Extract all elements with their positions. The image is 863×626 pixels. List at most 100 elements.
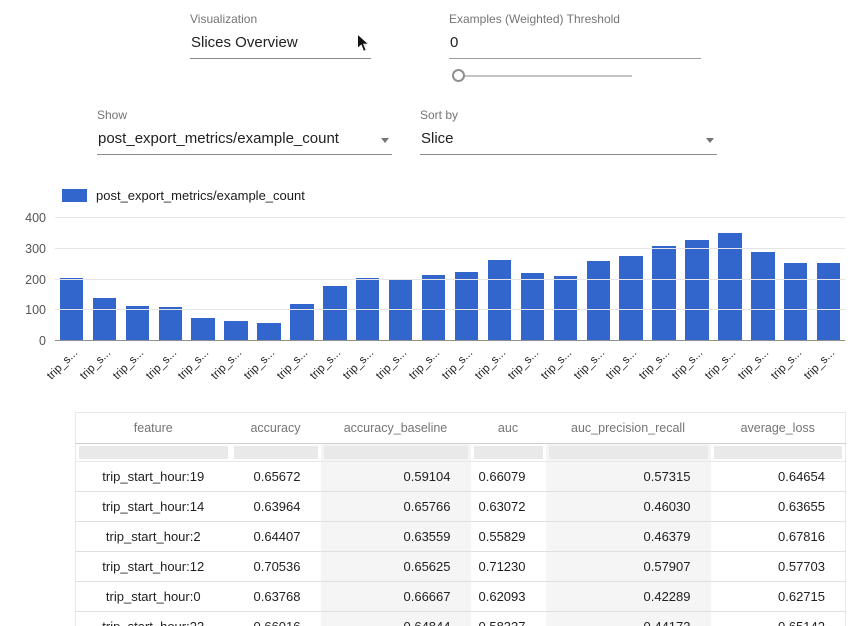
column-header-accuracy_baseline[interactable]: accuracy_baseline bbox=[320, 412, 471, 444]
y-axis-tick: 100 bbox=[25, 303, 46, 318]
metric-cell: 0.66016 bbox=[230, 611, 321, 626]
bar[interactable] bbox=[158, 307, 182, 341]
y-axis-tick: 0 bbox=[39, 334, 46, 348]
metric-cell: 0.65625 bbox=[320, 551, 471, 582]
bar[interactable] bbox=[290, 304, 314, 341]
metric-cell: 0.65672 bbox=[230, 461, 321, 492]
threshold-label: Examples (Weighted) Threshold bbox=[449, 12, 620, 26]
bar[interactable] bbox=[323, 286, 347, 341]
bar-slot bbox=[88, 218, 121, 341]
feature-cell: trip_start_hour:14 bbox=[75, 491, 231, 522]
bar-slot bbox=[285, 218, 318, 341]
bar[interactable] bbox=[784, 263, 808, 341]
bar[interactable] bbox=[191, 318, 215, 341]
bar[interactable] bbox=[520, 273, 545, 341]
metric-cell: 0.70536 bbox=[230, 551, 321, 582]
table-filter-row bbox=[75, 443, 846, 462]
legend-swatch bbox=[62, 189, 87, 202]
column-header-feature[interactable]: feature bbox=[75, 412, 231, 444]
metric-cell: 0.59104 bbox=[320, 461, 471, 492]
column-filter-input[interactable] bbox=[548, 446, 708, 459]
metric-cell: 0.46379 bbox=[545, 521, 711, 552]
metric-cell: 0.64844 bbox=[320, 611, 471, 626]
filter-cell bbox=[75, 443, 231, 462]
column-filter-input[interactable] bbox=[79, 446, 228, 459]
bar-slot bbox=[450, 218, 483, 341]
table-row: trip_start_hour:12 0.70536 0.65625 0.71230 0… bbox=[75, 551, 846, 582]
mouse-cursor-icon bbox=[357, 33, 371, 52]
column-header-auc[interactable]: auc bbox=[470, 412, 546, 444]
x-label-slot: trip_s... bbox=[802, 344, 845, 392]
show-dropdown[interactable]: post_export_metrics/example_count bbox=[97, 125, 392, 155]
column-header-accuracy[interactable]: accuracy bbox=[230, 412, 321, 444]
metric-cell: 0.67816 bbox=[710, 521, 846, 552]
slider-track[interactable] bbox=[459, 75, 632, 77]
column-filter-input[interactable] bbox=[323, 446, 468, 459]
column-header-average_loss[interactable]: average_loss bbox=[710, 412, 846, 444]
bar-slot bbox=[55, 218, 88, 341]
filter-cell bbox=[545, 443, 711, 462]
filter-cell bbox=[320, 443, 471, 462]
x-axis-labels: trip_s... trip_s... trip_s... trip_s... trip… bbox=[45, 344, 845, 392]
table-row: trip_start_hour:0 0.63768 0.66667 0.62093 0.… bbox=[75, 581, 846, 612]
bar-slot bbox=[318, 218, 351, 341]
threshold-slider[interactable] bbox=[452, 68, 632, 84]
bar-slot bbox=[220, 218, 253, 341]
table-body: trip_start_hour:19 0.65672 0.59104 0.66079 0… bbox=[75, 461, 846, 626]
bar[interactable] bbox=[619, 256, 643, 341]
bar-slot bbox=[516, 218, 549, 341]
table-row: trip_start_hour:14 0.63964 0.65766 0.63072 0… bbox=[75, 491, 846, 522]
chart-plot bbox=[55, 217, 845, 341]
chevron-down-icon[interactable] bbox=[706, 138, 714, 143]
bar[interactable] bbox=[487, 260, 512, 341]
metric-cell: 0.64407 bbox=[230, 521, 321, 552]
gridline bbox=[55, 309, 845, 311]
bar-slot bbox=[648, 218, 681, 341]
column-header-auc_precision_recall[interactable]: auc_precision_recall bbox=[545, 412, 711, 444]
column-filter-input[interactable] bbox=[233, 446, 318, 459]
show-value: post_export_metrics/example_count bbox=[98, 130, 339, 147]
bar-slot bbox=[121, 218, 154, 341]
bar[interactable] bbox=[125, 306, 149, 341]
table-row: trip_start_hour:19 0.65672 0.59104 0.66079 0… bbox=[75, 461, 846, 492]
threshold-input[interactable]: 0 bbox=[449, 29, 701, 59]
bar[interactable] bbox=[92, 298, 117, 341]
bar[interactable] bbox=[652, 246, 676, 341]
chart-legend: post_export_metrics/example_count bbox=[62, 188, 305, 203]
bars-row bbox=[55, 218, 845, 341]
metric-cell: 0.57907 bbox=[545, 551, 711, 582]
bar[interactable] bbox=[751, 252, 775, 341]
metric-cell: 0.58337 bbox=[470, 611, 546, 626]
metric-cell: 0.55829 bbox=[470, 521, 546, 552]
metric-cell: 0.66667 bbox=[320, 581, 471, 612]
bar[interactable] bbox=[718, 233, 742, 341]
metric-cell: 0.57703 bbox=[710, 551, 846, 582]
column-filter-input[interactable] bbox=[473, 446, 543, 459]
bar-slot bbox=[351, 218, 384, 341]
bar[interactable] bbox=[553, 276, 577, 341]
visualization-label: Visualization bbox=[190, 12, 258, 26]
metric-cell: 0.63768 bbox=[230, 581, 321, 612]
metric-cell: 0.65142 bbox=[710, 611, 846, 626]
bar-slot bbox=[681, 218, 714, 341]
metric-cell: 0.65766 bbox=[320, 491, 471, 522]
bar[interactable] bbox=[816, 263, 841, 341]
bar[interactable] bbox=[224, 321, 248, 341]
bar-slot bbox=[746, 218, 779, 341]
table-row: trip_start_hour:230.660160.648440.583370… bbox=[75, 611, 846, 626]
metric-cell: 0.62715 bbox=[710, 581, 846, 612]
bar[interactable] bbox=[257, 323, 281, 341]
bar[interactable] bbox=[586, 261, 610, 341]
sort-by-dropdown[interactable]: Slice bbox=[420, 125, 717, 155]
slider-knob[interactable] bbox=[452, 69, 465, 82]
bar[interactable] bbox=[421, 275, 446, 341]
metric-cell: 0.64654 bbox=[710, 461, 846, 492]
metric-cell: 0.46030 bbox=[545, 491, 711, 522]
bar[interactable] bbox=[454, 272, 479, 341]
visualization-dropdown[interactable]: Slices Overview bbox=[190, 29, 371, 59]
column-filter-input[interactable] bbox=[713, 446, 842, 459]
chevron-down-icon[interactable] bbox=[381, 138, 389, 143]
filter-cell bbox=[710, 443, 846, 462]
bar[interactable] bbox=[685, 240, 709, 341]
metrics-table-container: feature accuracy accuracy_baseline auc auc_p… bbox=[75, 412, 846, 626]
